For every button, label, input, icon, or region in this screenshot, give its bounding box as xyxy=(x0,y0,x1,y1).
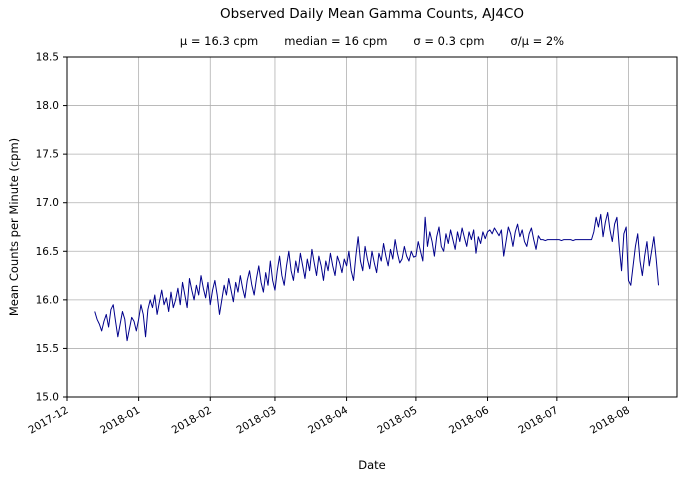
chart-title: Observed Daily Mean Gamma Counts, AJ4CO xyxy=(220,6,524,22)
stat-median: median = 16 cpm xyxy=(284,34,388,48)
x-tick-label: 2018-06 xyxy=(447,404,491,436)
x-tick-label: 2018-01 xyxy=(98,404,142,436)
x-tick-label: 2018-03 xyxy=(234,404,278,436)
y-tick-label: 16.0 xyxy=(36,294,59,306)
y-tick-label: 18.0 xyxy=(36,100,59,112)
x-tick-label: 2018-04 xyxy=(306,404,350,436)
x-tick-label: 2018-08 xyxy=(588,404,632,436)
stat-mu: μ = 16.3 cpm xyxy=(179,34,259,48)
x-tick-label: 2018-05 xyxy=(375,404,419,436)
plot-border xyxy=(66,56,678,398)
y-tick-label: 15.0 xyxy=(36,392,59,404)
y-tick-label: 15.5 xyxy=(36,343,59,355)
stat-sigma-over-mu: σ/μ = 2% xyxy=(510,34,565,48)
x-tick-label: 2018-02 xyxy=(170,404,214,436)
stat-sigma: σ = 0.3 cpm xyxy=(413,34,485,48)
x-tick-label: 2018-07 xyxy=(516,404,560,436)
x-tick-label: 2017-12 xyxy=(27,404,71,436)
y-tick-label: 17.5 xyxy=(36,149,59,161)
chart-subtitle: μ = 16.3 cpm median = 16 cpm σ = 0.3 cpm σ/… xyxy=(67,34,677,48)
x-axis-label: Date xyxy=(358,458,386,472)
y-tick-label: 16.5 xyxy=(36,246,59,258)
data-line xyxy=(94,211,660,342)
y-tick-label: 17.0 xyxy=(36,197,59,209)
y-tick-label: 18.5 xyxy=(36,52,59,64)
